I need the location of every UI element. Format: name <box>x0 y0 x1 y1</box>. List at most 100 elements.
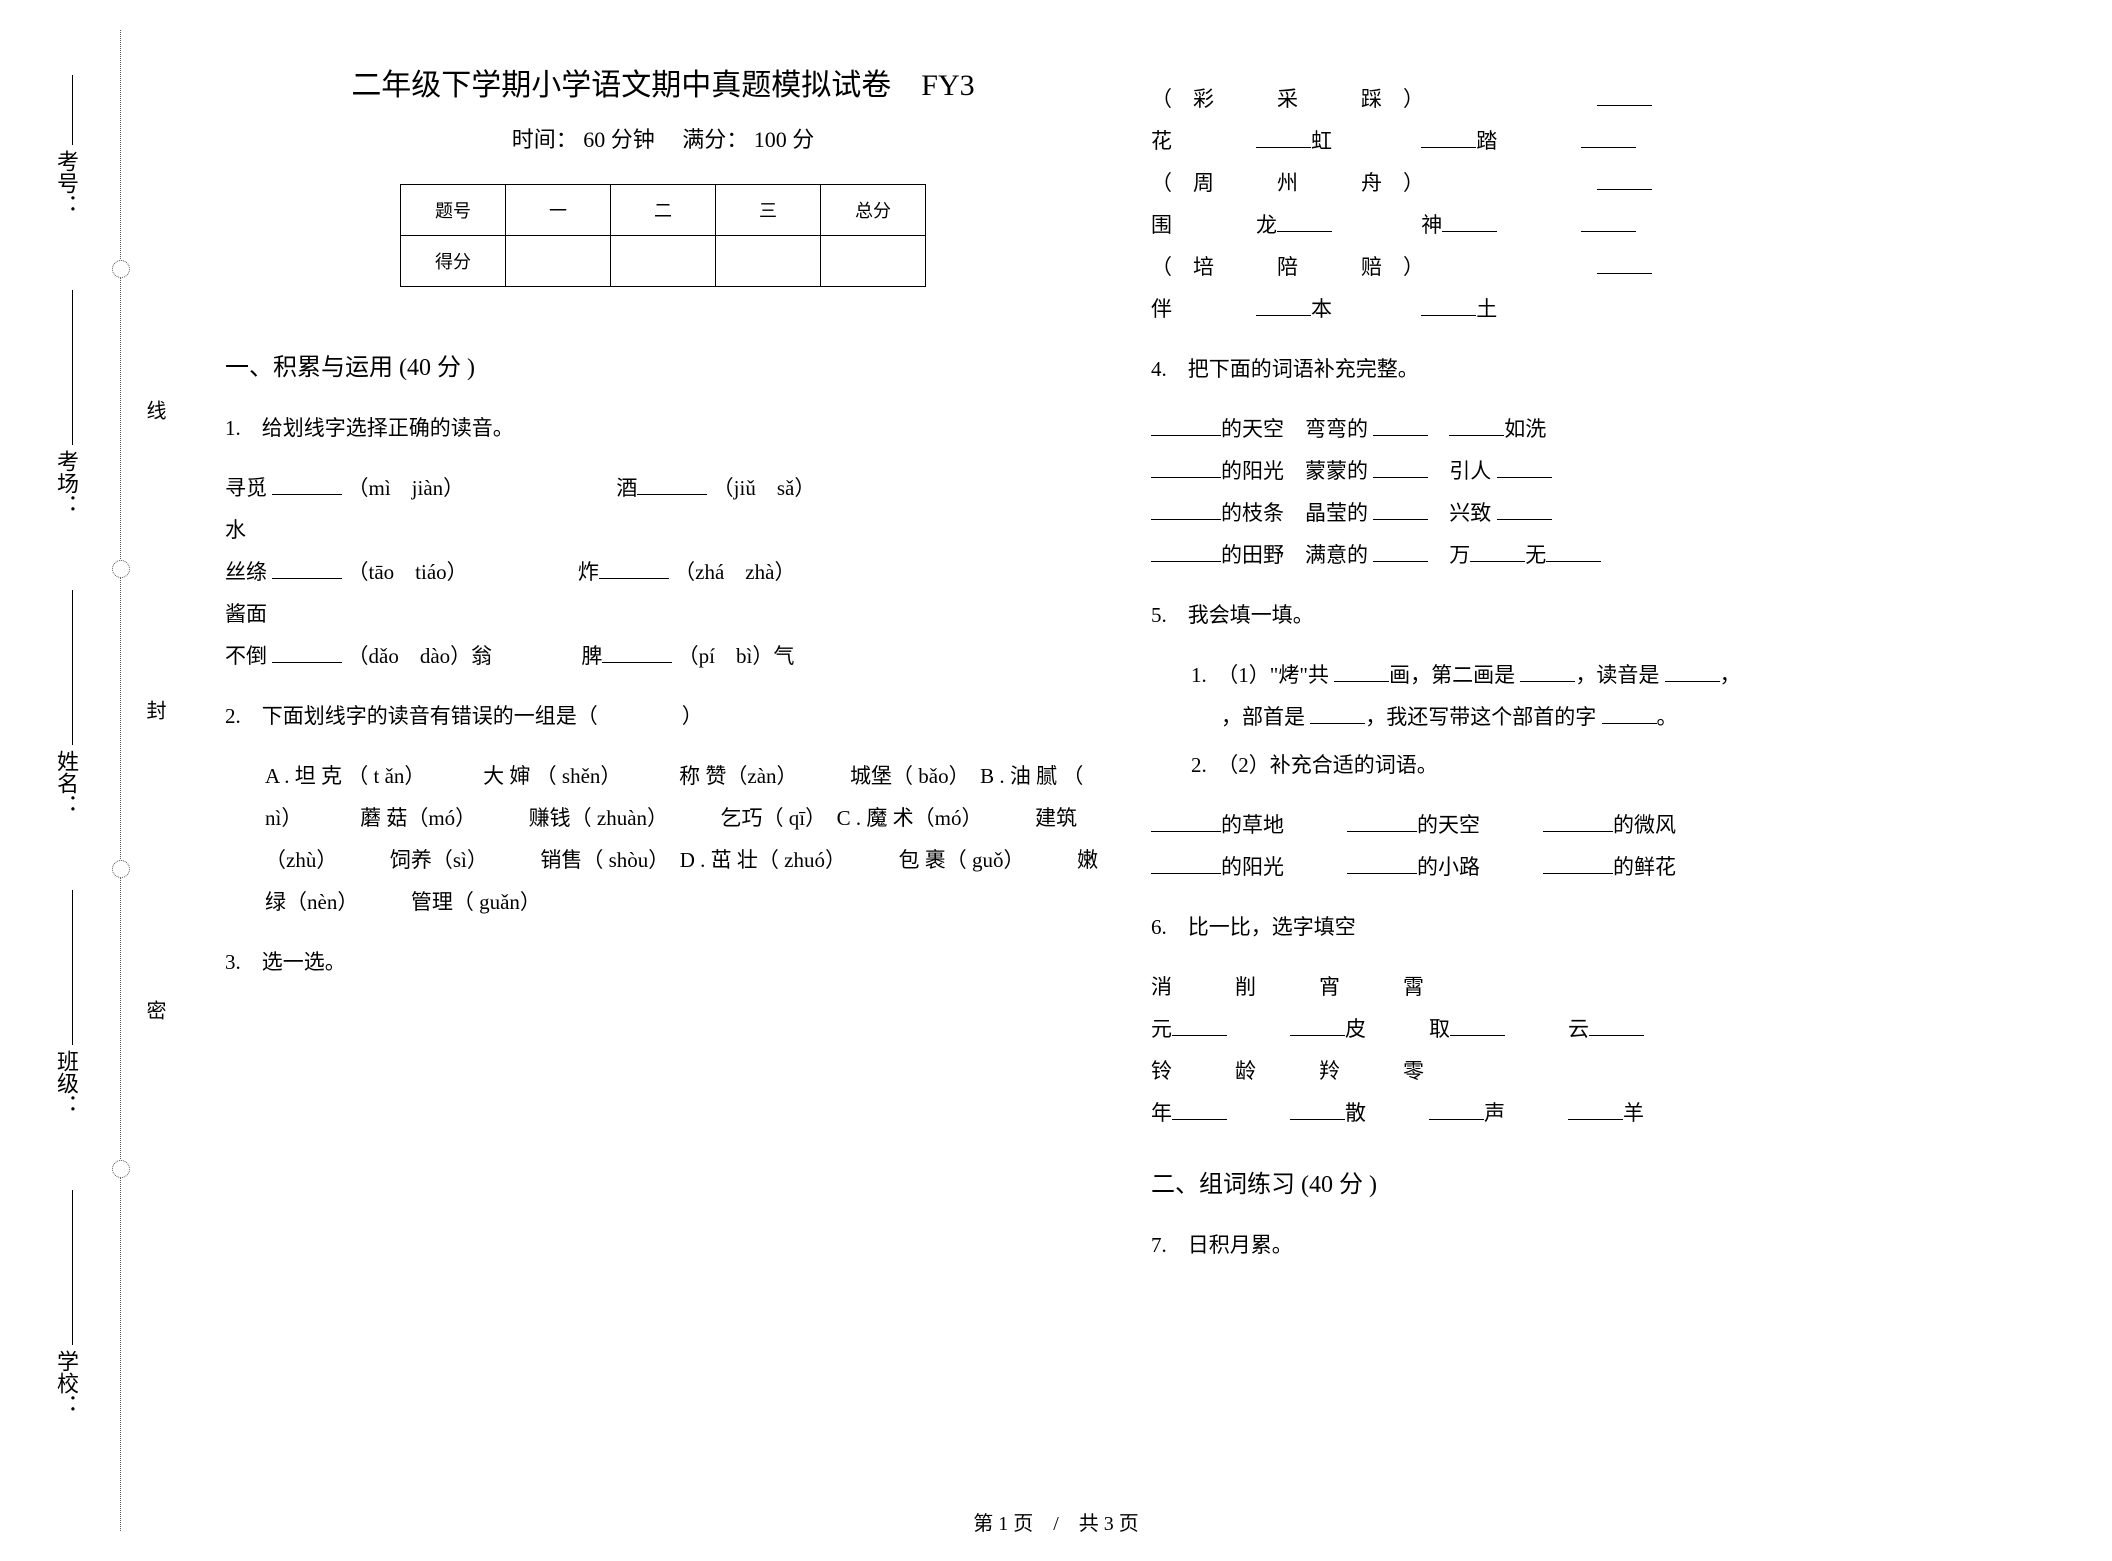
text: 龙 <box>1256 213 1277 237</box>
binding-circle <box>112 1160 130 1178</box>
blank <box>1568 1098 1623 1120</box>
question-1: 1. 给划线字选择正确的读音。 <box>225 407 1101 449</box>
text: 引人 <box>1449 459 1491 483</box>
text: （ 周 州 舟 ） <box>1151 171 1424 195</box>
th: 二 <box>611 185 716 236</box>
text: （jiǔ sǎ） <box>713 476 816 500</box>
blank <box>1543 810 1613 832</box>
blank <box>1429 1098 1484 1120</box>
binding-line <box>72 290 74 445</box>
blank <box>1581 210 1636 232</box>
blank <box>1151 810 1221 832</box>
blank <box>1665 660 1720 682</box>
q-title: 比一比，选字填空 <box>1188 915 1356 939</box>
text: （tāo tiáo） <box>348 560 468 584</box>
question-4: 4. 把下面的词语补充完整。 <box>1151 348 2027 390</box>
q2-options: A . 坦 克 （ t ǎn） 大 婶 （ shěn） 称 赞（zàn） 城堡（… <box>225 755 1101 923</box>
text: 的枝条 <box>1221 501 1284 525</box>
blank <box>1450 1014 1505 1036</box>
q-title: 我会填一填。 <box>1188 603 1314 627</box>
th: 一 <box>506 185 611 236</box>
td <box>716 236 821 287</box>
blank <box>1310 702 1365 724</box>
text: 花 <box>1151 129 1172 153</box>
binding-line <box>72 1190 74 1345</box>
text: 神 <box>1421 213 1442 237</box>
q-num: 6. <box>1151 915 1167 939</box>
text: （ 彩 采 踩 ） <box>1151 87 1424 111</box>
list-item: 1. （1）"烤"共 画，第二画是 ，读音是 ， ，部首是 ，我还写带这个部首的… <box>1151 654 2027 738</box>
q-title: 下面划线字的读音有错误的一组是（ ） <box>262 704 703 728</box>
left-column: 二年级下学期小学语文期中真题模拟试卷 FY3 时间： 60 分钟 满分： 100… <box>200 60 1126 1501</box>
text: 的鲜花 <box>1613 855 1676 879</box>
q-num: 7. <box>1151 1233 1167 1257</box>
text: 酱面 <box>225 602 267 626</box>
q-title: 给划线字选择正确的读音。 <box>262 416 514 440</box>
dotted-line <box>120 30 121 1531</box>
q-num: 1. <box>225 416 241 440</box>
text: 的天空 <box>1221 417 1284 441</box>
blank <box>1373 414 1428 436</box>
text: 声 <box>1484 1101 1505 1125</box>
td: 得分 <box>401 236 506 287</box>
binding-circle <box>112 860 130 878</box>
question-3: 3. 选一选。 <box>225 941 1101 983</box>
binding-margin: 考号： 考场： 姓名： 班级： 学校： 线 封 密 <box>50 30 150 1531</box>
blank <box>1373 456 1428 478</box>
text: 本 <box>1311 297 1332 321</box>
q-num: 3. <box>225 950 241 974</box>
blank <box>1347 852 1417 874</box>
sub-num: 1. <box>1191 663 1207 687</box>
text: 不倒 <box>225 644 267 668</box>
text: 水 <box>225 518 246 542</box>
q3-body: （ 彩 采 踩 ） 花 虹 踏 （ 周 州 舟 ） 围 龙 神 （ 培 陪 赔 … <box>1151 78 2027 330</box>
binding-label: 班级： <box>50 1050 82 1116</box>
table-row: 题号 一 二 三 总分 <box>401 185 926 236</box>
blank <box>272 473 342 495</box>
text: 晶莹的 <box>1305 501 1368 525</box>
question-6: 6. 比一比，选字填空 <box>1151 906 2027 948</box>
opt-a: A . 坦 克 （ t ǎn） 大 婶 （ shěn） 称 赞（zàn） 城堡（… <box>265 764 959 788</box>
td <box>611 236 716 287</box>
blank <box>1470 540 1525 562</box>
seal-char: 封 <box>140 700 169 720</box>
binding-label: 姓名： <box>50 750 82 816</box>
blank <box>1347 810 1417 832</box>
blank <box>1256 294 1311 316</box>
text: 土 <box>1476 297 1497 321</box>
text: 踏 <box>1476 129 1497 153</box>
text: 万 <box>1449 543 1470 567</box>
th: 总分 <box>821 185 926 236</box>
blank <box>1597 84 1652 106</box>
text: 的微风 <box>1613 813 1676 837</box>
text: 的田野 <box>1221 543 1284 567</box>
page-footer: 第 1 页 / 共 3 页 <box>0 1507 2112 1536</box>
binding-label: 考场： <box>50 450 82 516</box>
text: 消 削 宵 霄 <box>1151 975 1424 999</box>
text: （mì jiàn） <box>348 476 465 500</box>
text: 元 <box>1151 1017 1172 1041</box>
text: 画，第二画是 <box>1389 663 1515 687</box>
text: 丝绦 <box>225 560 267 584</box>
text: （dǎo dào）翁 <box>348 644 493 668</box>
q-num: 5. <box>1151 603 1167 627</box>
text: 的阳光 <box>1221 855 1284 879</box>
binding-circle <box>112 260 130 278</box>
question-2: 2. 下面划线字的读音有错误的一组是（ ） <box>225 695 1101 737</box>
blank <box>1543 852 1613 874</box>
exam-page: 考号： 考场： 姓名： 班级： 学校： 线 封 密 二年级下学期小学语文期中真题… <box>0 0 2112 1561</box>
binding-circle <box>112 560 130 578</box>
td <box>506 236 611 287</box>
blank <box>1151 540 1221 562</box>
text: 皮 <box>1345 1017 1366 1041</box>
text: 兴致 <box>1449 501 1491 525</box>
text: （zhá zhà） <box>674 560 795 584</box>
text: 酒 <box>616 476 637 500</box>
text: 无 <box>1525 543 1546 567</box>
q-num: 4. <box>1151 357 1167 381</box>
exam-subtitle: 时间： 60 分钟 满分： 100 分 <box>225 122 1101 154</box>
blank <box>1597 252 1652 274</box>
binding-line <box>72 590 74 745</box>
text: 的小路 <box>1417 855 1480 879</box>
binding-line <box>72 75 74 145</box>
